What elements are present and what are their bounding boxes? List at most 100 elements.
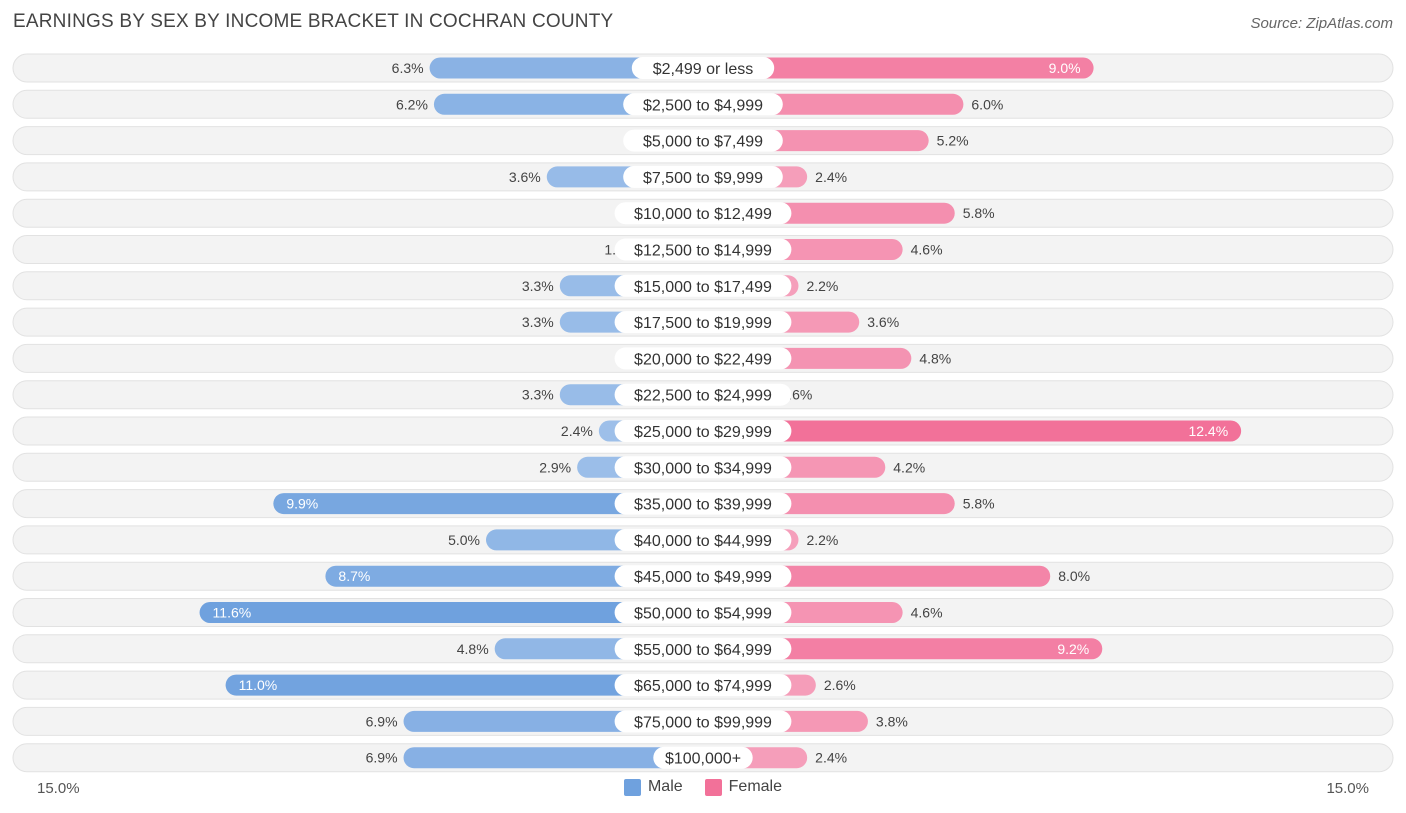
value-label-female: 6.0% xyxy=(971,96,1003,112)
value-label-female: 2.4% xyxy=(815,169,847,185)
value-label-female: 2.2% xyxy=(806,278,838,294)
category-label: $75,000 to $99,999 xyxy=(634,714,772,731)
category-label: $40,000 to $44,999 xyxy=(634,533,772,550)
category-label-background xyxy=(614,238,792,261)
value-label-female: 8.0% xyxy=(1058,568,1090,584)
value-label-female: 2.4% xyxy=(815,750,847,766)
chart-row: 3.3% 2.2% $15,000 to $17,499 xyxy=(12,271,1394,301)
value-label-male: 8.7% xyxy=(338,568,370,584)
bar-male xyxy=(273,493,703,515)
category-label-background xyxy=(623,129,783,152)
value-label-male: 11.6% xyxy=(213,605,252,621)
value-label-female: 9.2% xyxy=(1057,641,1089,657)
chart-row: 6.9% 3.8% $75,000 to $99,999 xyxy=(12,706,1394,736)
value-label-female: 4.6% xyxy=(911,605,943,621)
category-label: $17,500 to $19,999 xyxy=(634,315,772,332)
category-label: $45,000 to $49,999 xyxy=(634,569,772,586)
category-label-background xyxy=(614,492,792,515)
category-label-background xyxy=(614,456,792,479)
value-label-male: 4.8% xyxy=(457,641,489,657)
chart-row: 3.3% 3.6% $17,500 to $19,999 xyxy=(12,307,1394,337)
bar-male xyxy=(225,674,703,696)
category-label-background xyxy=(614,383,792,406)
value-label-male: 11.0% xyxy=(239,677,278,693)
chart-row: 6.9% 2.4% $100,000+ xyxy=(12,743,1394,773)
value-label-female: 2.6% xyxy=(824,677,856,693)
category-label: $22,500 to $24,999 xyxy=(634,388,772,405)
chart-row: 9.9% 5.8% $35,000 to $39,999 xyxy=(12,489,1394,519)
bar-female xyxy=(703,57,1094,79)
category-label-background xyxy=(614,637,792,660)
chart-row: 1.1%5.8%$10,000 to $12,499 xyxy=(12,198,1394,228)
category-label-background xyxy=(614,274,792,297)
category-label: $25,000 to $29,999 xyxy=(634,424,772,441)
category-label: $55,000 to $64,999 xyxy=(634,642,772,659)
bar-female xyxy=(703,638,1103,660)
category-label-background xyxy=(614,347,792,370)
value-label-male: 2.9% xyxy=(539,459,571,475)
value-label-female: 4.8% xyxy=(919,350,951,366)
value-label-male: 3.3% xyxy=(522,278,554,294)
category-label-background xyxy=(614,710,792,733)
value-label-male: 5.0% xyxy=(448,532,480,548)
value-label-male: 9.9% xyxy=(286,496,318,512)
value-label-male: 6.9% xyxy=(366,713,398,729)
category-label-background xyxy=(614,674,792,697)
category-label: $35,000 to $39,999 xyxy=(634,497,772,514)
axis-max-label: 15.0% xyxy=(1326,780,1369,797)
value-label-female: 5.2% xyxy=(937,133,969,149)
category-label: $5,000 to $7,499 xyxy=(643,134,763,151)
category-label-background xyxy=(614,601,792,624)
legend-swatch-male xyxy=(623,778,641,796)
value-label-male: 3.6% xyxy=(509,169,541,185)
value-label-female: 3.8% xyxy=(876,713,908,729)
value-label-female: 5.8% xyxy=(963,205,995,221)
category-label: $7,500 to $9,999 xyxy=(643,170,763,187)
chart-row: 3.6% 2.4% $7,500 to $9,999 xyxy=(12,162,1394,192)
category-label: $15,000 to $17,499 xyxy=(634,279,772,296)
value-label-male: 3.3% xyxy=(522,314,554,330)
value-label-male: 2.4% xyxy=(561,423,593,439)
chart-row: 6.3% 9.0% $2,499 or less xyxy=(12,53,1394,83)
chart-row: 2.9% 4.2% $30,000 to $34,999 xyxy=(12,452,1394,482)
category-label-background xyxy=(631,57,775,79)
category-label: $2,499 or less xyxy=(653,61,754,78)
chart-row: 0.6%4.8%$20,000 to $22,499 xyxy=(12,343,1394,373)
legend-label-male: Male xyxy=(647,778,683,795)
category-label-background xyxy=(653,746,753,769)
chart-row: 8.7% 8.0% $45,000 to $49,999 xyxy=(12,561,1394,591)
axis-min-label: 15.0% xyxy=(37,780,80,797)
chart-row: 2.4% 12.4% $25,000 to $29,999 xyxy=(12,416,1394,446)
category-label: $30,000 to $34,999 xyxy=(634,460,772,477)
legend-label-female: Female xyxy=(728,778,783,795)
category-label-background xyxy=(614,528,792,551)
value-label-female: 9.0% xyxy=(1049,60,1081,76)
value-label-female: 5.8% xyxy=(963,496,995,512)
bar-female xyxy=(703,420,1242,442)
bar-male xyxy=(403,747,703,769)
legend: Male Female xyxy=(0,778,1406,796)
value-label-male: 6.2% xyxy=(396,96,428,112)
value-label-female: 2.2% xyxy=(806,532,838,548)
value-label-female: 4.2% xyxy=(893,459,925,475)
legend-item-female[interactable]: Female xyxy=(704,778,783,796)
category-label: $100,000+ xyxy=(665,751,741,768)
value-label-male: 3.3% xyxy=(522,387,554,403)
category-label-background xyxy=(623,165,783,188)
chart-row: 1.4%4.6%$12,500 to $14,999 xyxy=(12,235,1394,264)
bar-male xyxy=(199,602,703,623)
legend-item-male[interactable]: Male xyxy=(623,778,683,796)
chart-row: 11.0% 2.6% $65,000 to $74,999 xyxy=(12,670,1394,700)
chart-row: 4.8% 9.2% $55,000 to $64,999 xyxy=(12,634,1394,664)
value-label-female: 12.4% xyxy=(1188,423,1228,439)
chart-row: 5.0% 2.2% $40,000 to $44,999 xyxy=(12,525,1394,555)
chart-row: 0.75%5.2%$5,000 to $7,499 xyxy=(12,126,1394,156)
value-label-male: 6.3% xyxy=(392,60,424,76)
category-label-background xyxy=(614,202,792,225)
source-label: Source: ZipAtlas.com xyxy=(1250,15,1393,32)
category-label-background xyxy=(614,311,792,334)
chart-row: 6.2% 6.0% $2,500 to $4,999 xyxy=(12,89,1394,119)
category-label: $2,500 to $4,999 xyxy=(643,97,763,114)
category-label-background xyxy=(614,565,792,588)
